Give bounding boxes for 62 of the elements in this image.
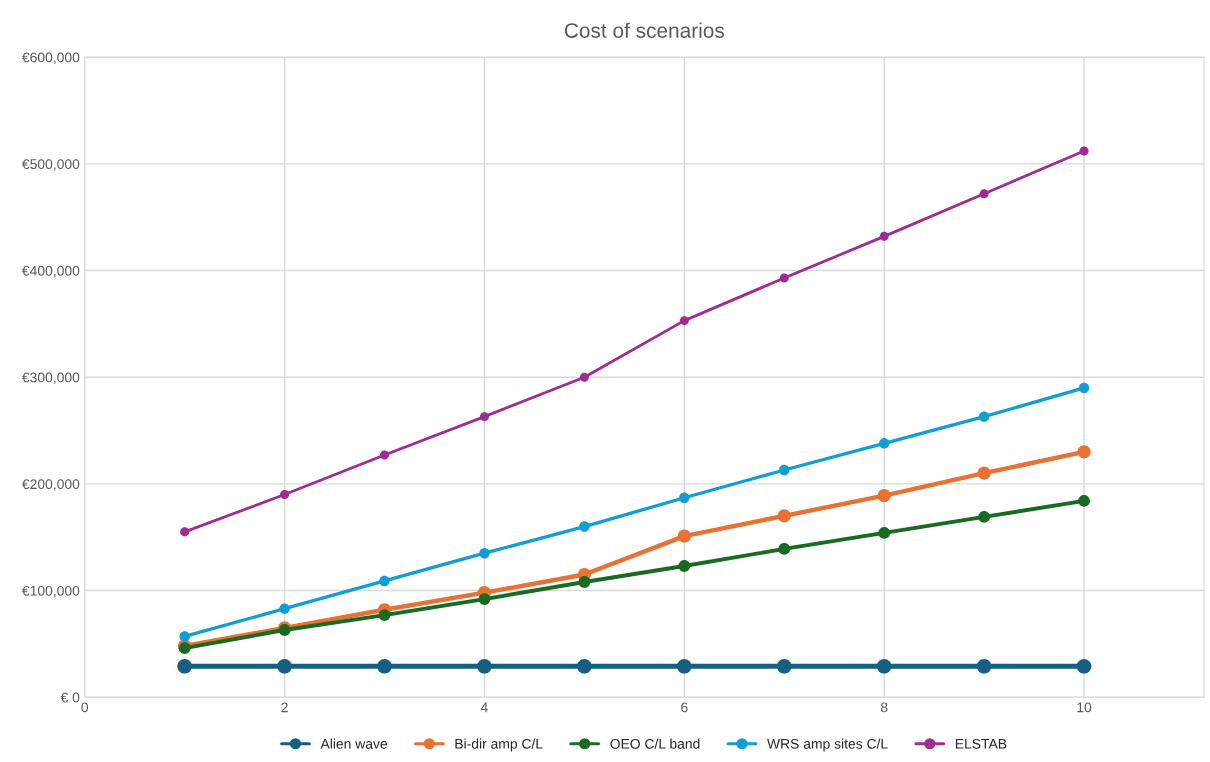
point (180, 527, 190, 537)
point (578, 576, 591, 588)
point (379, 450, 390, 460)
x-tick-label: 10 (1077, 702, 1092, 713)
x-tick-label: 6 (681, 702, 688, 713)
point (976, 659, 992, 674)
point (377, 659, 392, 674)
x-tick-label: 0 (81, 702, 89, 713)
point (779, 464, 790, 476)
point (979, 189, 989, 199)
point (778, 543, 791, 555)
point (1078, 495, 1090, 507)
point (978, 411, 990, 422)
point (579, 372, 589, 382)
point (677, 659, 692, 674)
legend-label: WRS amp sites C/L (767, 738, 888, 752)
point (1077, 445, 1091, 459)
point (579, 521, 590, 532)
point (878, 527, 891, 539)
legend-label: ELSTAB (955, 738, 1007, 749)
point (479, 412, 489, 422)
point (1079, 146, 1089, 156)
x-tick-label: 4 (480, 702, 488, 713)
y-tick-label: €300,000 (22, 372, 80, 384)
point (677, 529, 691, 543)
legend-label: Bi-dir amp C/L (455, 738, 543, 752)
point (478, 593, 491, 605)
point (179, 631, 190, 642)
point (280, 490, 290, 500)
point (277, 659, 292, 674)
point (878, 438, 890, 449)
point (776, 659, 792, 674)
point (877, 489, 891, 503)
y-tick-label: €500,000 (22, 159, 80, 171)
y-tick-label: €400,000 (22, 265, 80, 278)
y-tick-label: €100,000 (22, 585, 80, 598)
legend-label: Alien wave (320, 738, 388, 749)
x-tick-label: 2 (281, 702, 288, 713)
y-tick-label: €200,000 (22, 479, 80, 491)
x-tick-label: 8 (880, 702, 888, 713)
point (1078, 382, 1090, 394)
point (477, 659, 492, 674)
point (379, 575, 390, 587)
point (777, 509, 791, 523)
point (779, 273, 789, 283)
point (177, 659, 192, 674)
point (678, 560, 691, 572)
y-tick-label: € 0 (60, 692, 80, 703)
point (876, 659, 892, 674)
point (577, 659, 592, 674)
y-tick-label: €600,000 (22, 52, 80, 64)
point (679, 492, 690, 503)
point (679, 316, 689, 326)
point (279, 603, 290, 614)
chart-title: Cost of scenarios (564, 22, 725, 38)
point (977, 466, 991, 480)
point (378, 609, 391, 621)
point (479, 548, 490, 559)
point (879, 231, 889, 241)
point (1076, 659, 1092, 674)
legend-label: OEO C/L band (610, 738, 700, 749)
point (978, 511, 990, 523)
